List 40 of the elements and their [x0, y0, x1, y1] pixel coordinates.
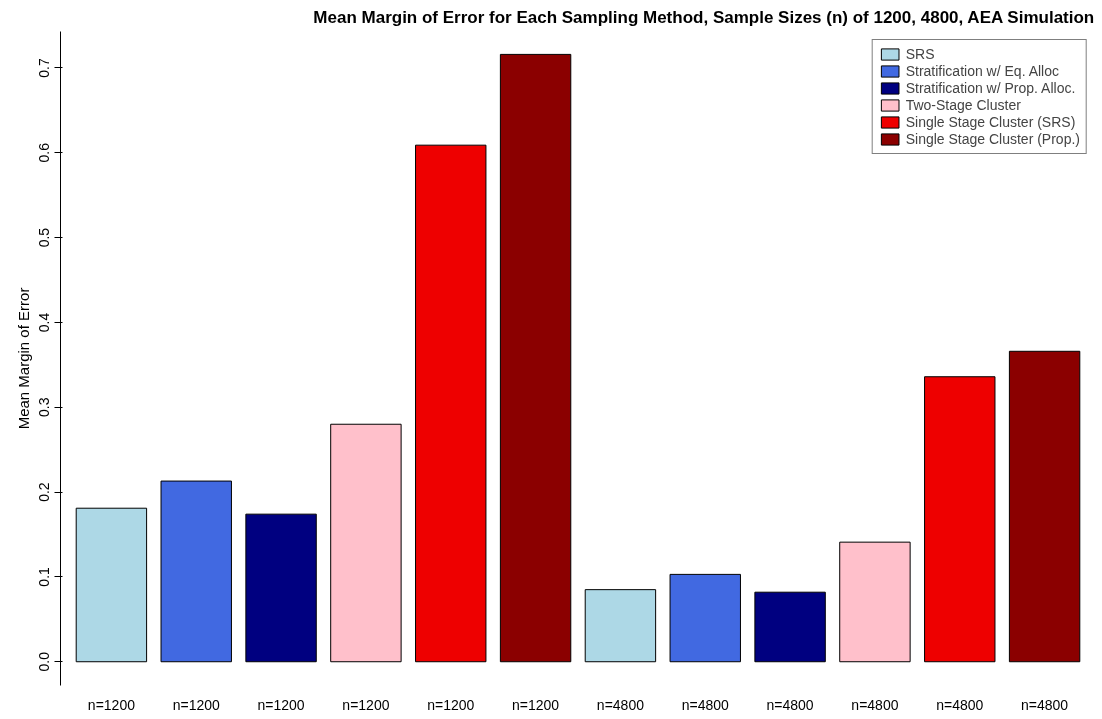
legend-label: Stratification w/ Prop. Alloc. [905, 80, 1076, 96]
bar [584, 589, 657, 663]
x-tick-label: n=1200 [87, 696, 136, 713]
bar [754, 591, 826, 663]
x-tick-label: n=1200 [172, 696, 220, 713]
legend-label: Single Stage Cluster (Prop.) [905, 131, 1080, 147]
chart-title: Mean Margin of Error for Each Sampling Method, Sample Sizes (n) of 1200, 4800, AEA Simulation [313, 7, 1095, 27]
y-tick-label: 0.3 [36, 397, 53, 418]
bar [669, 573, 741, 663]
bar [839, 541, 911, 663]
y-axis-title: Mean Margin of Error [14, 287, 32, 430]
y-tick-label: 0.1 [36, 566, 53, 587]
bar [415, 144, 487, 663]
legend-label: Stratification w/ Eq. Alloc [905, 63, 1059, 79]
x-tick-label: n=1200 [342, 696, 390, 713]
legend-label: Single Stage Cluster (SRS) [905, 114, 1076, 130]
bar [75, 507, 148, 663]
x-tick-label: n=4800 [681, 696, 730, 713]
x-tick-label: n=4800 [936, 696, 984, 713]
y-tick-label: 0.0 [36, 651, 53, 672]
x-tick-label: n=4800 [596, 696, 645, 713]
x-tick-label: n=1200 [512, 696, 560, 713]
bar [330, 423, 402, 663]
bar [160, 480, 232, 663]
x-tick-label: n=1200 [427, 696, 475, 713]
legend-label: SRS [905, 46, 935, 62]
legend-label: Two-Stage Cluster [905, 97, 1021, 113]
bar [245, 513, 317, 663]
y-tick-label: 0.7 [36, 58, 53, 78]
bar [1008, 350, 1081, 663]
x-tick-label: n=1200 [257, 696, 305, 713]
x-tick-label: n=4800 [1021, 696, 1069, 713]
y-tick-label: 0.4 [36, 312, 53, 333]
bar [499, 53, 572, 663]
y-tick-label: 0.6 [36, 142, 53, 163]
bar [924, 376, 996, 663]
y-tick-label: 0.2 [36, 482, 53, 502]
x-tick-label: n=4800 [851, 696, 899, 713]
y-tick-label: 0.5 [36, 227, 53, 248]
x-tick-label: n=4800 [766, 696, 814, 713]
